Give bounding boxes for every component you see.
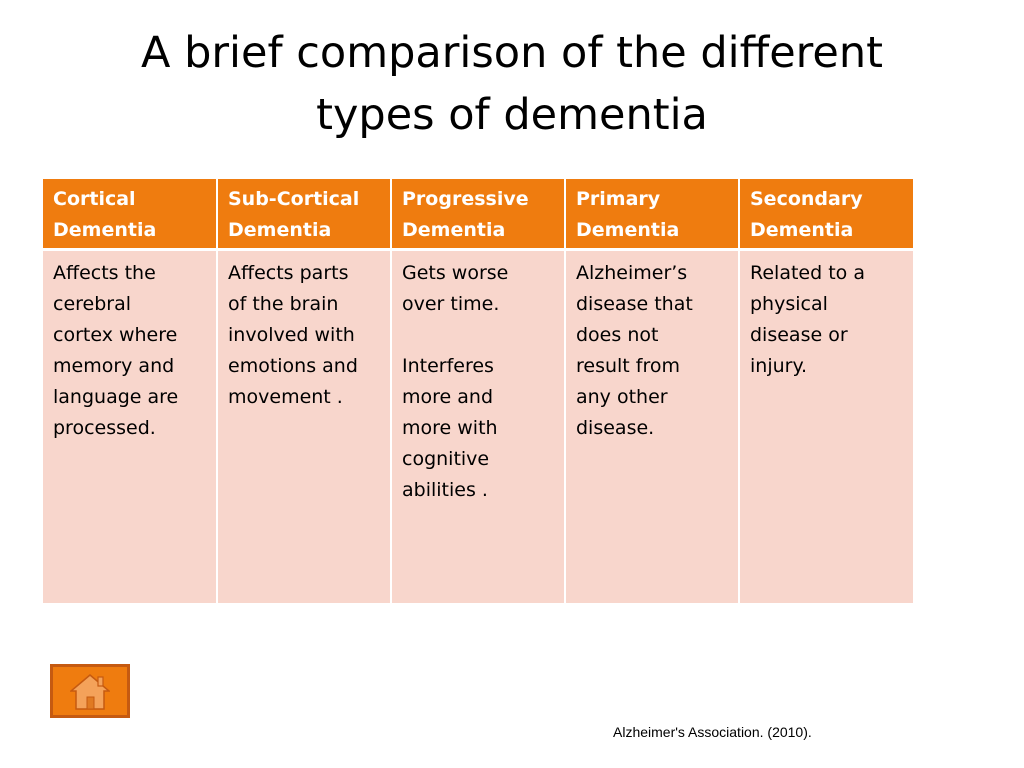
cell-text: movement . xyxy=(228,386,343,408)
cell-text: language are xyxy=(53,386,179,408)
cell-text: physical xyxy=(750,293,828,315)
cell-progressive-description: Gets worse over time. Interferes more an… xyxy=(391,249,566,603)
home-icon xyxy=(70,674,110,710)
cell-text: Affects the xyxy=(53,262,156,284)
citation: Alzheimer's Association. (2010). xyxy=(613,724,812,740)
header-primary-dementia: Primary Dementia xyxy=(565,179,740,251)
cell-cortical-description: Affects the cerebral cortex where memory… xyxy=(43,249,218,603)
cell-sub-cortical-description: Affects parts of the brain involved with… xyxy=(217,249,392,603)
cell-text: memory and xyxy=(53,355,175,377)
cell-text: Affects parts xyxy=(228,262,349,284)
cell-text: does not xyxy=(576,324,659,346)
header-text: Dementia xyxy=(53,219,157,241)
header-text: Cortical xyxy=(53,188,136,210)
table-header-row: Cortical Dementia Sub-Cortical Dementia … xyxy=(43,179,913,251)
dementia-comparison-table: Cortical Dementia Sub-Cortical Dementia … xyxy=(43,179,913,603)
cell-text: disease or xyxy=(750,324,848,346)
header-text: Dementia xyxy=(228,219,332,241)
home-button[interactable] xyxy=(50,664,130,718)
cell-text: processed. xyxy=(53,417,156,439)
cell-text: injury. xyxy=(750,355,808,377)
slide-title-line-1: A brief comparison of the different xyxy=(141,28,883,78)
header-text: Sub-Cortical xyxy=(228,188,360,210)
cell-text: emotions and xyxy=(228,355,358,377)
paragraph-gap xyxy=(402,320,554,351)
header-progressive-dementia: Progressive Dementia xyxy=(391,179,566,251)
cell-text: Interferes xyxy=(402,355,494,377)
header-text: Primary xyxy=(576,188,661,210)
cell-text: more and xyxy=(402,386,494,408)
table-row: Affects the cerebral cortex where memory… xyxy=(43,249,913,603)
slide-title: A brief comparison of the different type… xyxy=(80,22,944,146)
cell-text: disease. xyxy=(576,417,655,439)
header-secondary-dementia: Secondary Dementia xyxy=(739,179,913,251)
cell-text: more with xyxy=(402,417,498,439)
cell-text: cortex where xyxy=(53,324,178,346)
cell-primary-description: Alzheimer’s disease that does not result… xyxy=(565,249,740,603)
cell-secondary-description: Related to a physical disease or injury. xyxy=(739,249,913,603)
header-sub-cortical-dementia: Sub-Cortical Dementia xyxy=(217,179,392,251)
header-text: Dementia xyxy=(750,219,854,241)
cell-text: involved with xyxy=(228,324,355,346)
dementia-comparison-table-container: Cortical Dementia Sub-Cortical Dementia … xyxy=(43,179,913,603)
cell-text: result from xyxy=(576,355,681,377)
header-text: Secondary xyxy=(750,188,863,210)
cell-text: Gets worse xyxy=(402,262,509,284)
slide-title-line-2: types of dementia xyxy=(316,90,708,140)
cell-text: of the brain xyxy=(228,293,339,315)
header-cortical-dementia: Cortical Dementia xyxy=(43,179,218,251)
cell-text: abilities . xyxy=(402,479,488,501)
cell-text: cognitive xyxy=(402,448,490,470)
cell-text: Alzheimer’s xyxy=(576,262,688,284)
header-text: Dementia xyxy=(402,219,506,241)
cell-text: Related to a xyxy=(750,262,865,284)
cell-text: cerebral xyxy=(53,293,132,315)
header-text: Progressive xyxy=(402,188,529,210)
cell-text: any other xyxy=(576,386,668,408)
header-text: Dementia xyxy=(576,219,680,241)
cell-text: over time. xyxy=(402,293,500,315)
cell-text: disease that xyxy=(576,293,693,315)
